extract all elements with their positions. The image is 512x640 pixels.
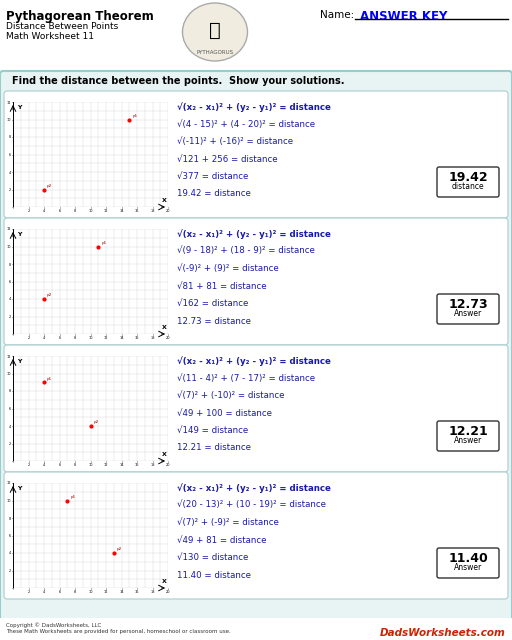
Text: Copyright © DadsWorksheets, LLC: Copyright © DadsWorksheets, LLC [6, 622, 101, 628]
Text: Distance Between Points: Distance Between Points [6, 22, 118, 31]
Text: 🏛: 🏛 [209, 20, 221, 40]
FancyBboxPatch shape [4, 91, 508, 218]
Text: √121 + 256 = distance: √121 + 256 = distance [177, 154, 278, 163]
Text: √130 = distance: √130 = distance [177, 553, 248, 562]
Text: √(-9)² + (9)² = distance: √(-9)² + (9)² = distance [177, 264, 279, 273]
Text: 12.73: 12.73 [448, 298, 488, 311]
Text: √149 = distance: √149 = distance [177, 426, 248, 435]
Ellipse shape [182, 3, 247, 61]
Text: √(x₂ - x₁)² + (y₂ - y₁)² = distance: √(x₂ - x₁)² + (y₂ - y₁)² = distance [177, 229, 331, 239]
Text: 19.42: 19.42 [448, 171, 488, 184]
Text: X: X [162, 198, 166, 203]
Text: p1: p1 [47, 376, 52, 381]
FancyBboxPatch shape [4, 345, 508, 472]
FancyBboxPatch shape [437, 167, 499, 197]
Text: √162 = distance: √162 = distance [177, 299, 248, 308]
Text: Answer: Answer [454, 309, 482, 318]
FancyBboxPatch shape [437, 421, 499, 451]
Text: √49 + 100 = distance: √49 + 100 = distance [177, 408, 272, 417]
Text: 12.73 = distance: 12.73 = distance [177, 317, 251, 326]
FancyBboxPatch shape [437, 294, 499, 324]
Text: √(x₂ - x₁)² + (y₂ - y₁)² = distance: √(x₂ - x₁)² + (y₂ - y₁)² = distance [177, 356, 331, 365]
Text: 19.42 = distance: 19.42 = distance [177, 189, 251, 198]
Text: Find the distance between the points.  Show your solutions.: Find the distance between the points. Sh… [12, 76, 345, 86]
Text: Y: Y [17, 486, 22, 491]
Text: √49 + 81 = distance: √49 + 81 = distance [177, 536, 267, 545]
FancyBboxPatch shape [437, 548, 499, 578]
FancyBboxPatch shape [4, 472, 508, 599]
Text: Name:: Name: [320, 10, 354, 20]
Text: p2: p2 [47, 293, 52, 298]
Text: √377 = distance: √377 = distance [177, 172, 248, 181]
Text: Y: Y [17, 358, 22, 364]
Text: ANSWER KEY: ANSWER KEY [360, 10, 447, 23]
Text: These Math Worksheets are provided for personal, homeschool or classroom use.: These Math Worksheets are provided for p… [6, 629, 231, 634]
FancyBboxPatch shape [0, 0, 512, 72]
Text: √(x₂ - x₁)² + (y₂ - y₁)² = distance: √(x₂ - x₁)² + (y₂ - y₁)² = distance [177, 102, 331, 112]
Text: PYTHAGORUS: PYTHAGORUS [197, 49, 233, 54]
Text: p2: p2 [94, 420, 99, 424]
Text: Answer: Answer [454, 563, 482, 572]
Text: Y: Y [17, 232, 22, 237]
Text: Y: Y [17, 104, 22, 109]
Text: X: X [162, 324, 166, 330]
Text: √(7)² + (-10)² = distance: √(7)² + (-10)² = distance [177, 391, 285, 400]
FancyBboxPatch shape [4, 218, 508, 345]
Text: DadsWorksheets.com: DadsWorksheets.com [380, 628, 506, 638]
Text: p2: p2 [117, 547, 122, 552]
Text: 12.21: 12.21 [448, 425, 488, 438]
Text: X: X [162, 579, 166, 584]
FancyBboxPatch shape [0, 71, 512, 621]
Text: p1: p1 [101, 241, 106, 245]
Text: Pythagorean Theorem: Pythagorean Theorem [6, 10, 154, 23]
Text: √(11 - 4)² + (7 - 17)² = distance: √(11 - 4)² + (7 - 17)² = distance [177, 374, 315, 383]
Text: Answer: Answer [454, 436, 482, 445]
Text: p1: p1 [132, 114, 138, 118]
Text: distance: distance [452, 182, 484, 191]
Text: p2: p2 [47, 184, 52, 188]
Text: p1: p1 [70, 495, 75, 499]
Text: Math Worksheet 11: Math Worksheet 11 [6, 32, 94, 41]
Text: √(x₂ - x₁)² + (y₂ - y₁)² = distance: √(x₂ - x₁)² + (y₂ - y₁)² = distance [177, 483, 331, 493]
Text: 12.21 = distance: 12.21 = distance [177, 444, 251, 452]
FancyBboxPatch shape [0, 618, 512, 640]
Text: 11.40 = distance: 11.40 = distance [177, 570, 251, 579]
Text: √(9 - 18)² + (18 - 9)² = distance: √(9 - 18)² + (18 - 9)² = distance [177, 246, 315, 255]
Text: √81 + 81 = distance: √81 + 81 = distance [177, 282, 267, 291]
Text: √(7)² + (-9)² = distance: √(7)² + (-9)² = distance [177, 518, 279, 527]
Text: √(20 - 13)² + (10 - 19)² = distance: √(20 - 13)² + (10 - 19)² = distance [177, 500, 326, 509]
Text: √(-11)² + (-16)² = distance: √(-11)² + (-16)² = distance [177, 137, 293, 146]
Text: √(4 - 15)² + (4 - 20)² = distance: √(4 - 15)² + (4 - 20)² = distance [177, 120, 315, 129]
Text: 11.40: 11.40 [448, 552, 488, 565]
Text: X: X [162, 452, 166, 456]
